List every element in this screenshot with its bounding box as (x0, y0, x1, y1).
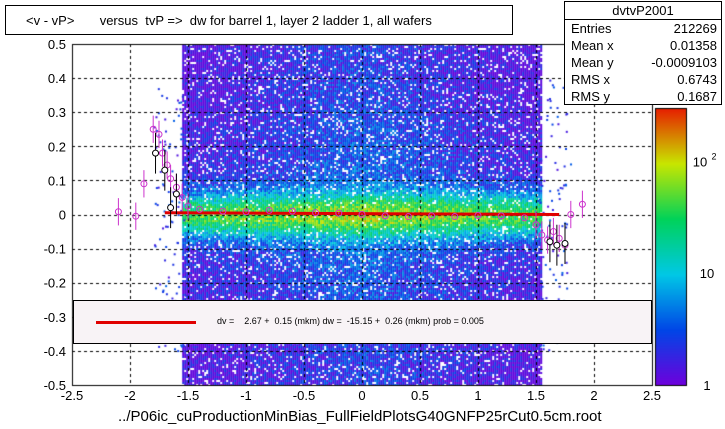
stats-row-rms-y: RMS y 0.1687 (571, 88, 717, 105)
stats-box: dvtvP2001 Entries 212269 Mean x 0.01358 … (564, 1, 722, 105)
fit-legend-box: dv = 2.67 + 0.15 (mkm) dw = -15.15 + 0.2… (73, 300, 652, 344)
stats-value: 212269 (673, 21, 717, 36)
stats-value: 0.1687 (677, 89, 717, 104)
fit-legend-text: dv = 2.67 + 0.15 (mkm) dw = -15.15 + 0.2… (217, 316, 484, 326)
stats-label: Entries (571, 21, 612, 36)
stats-row-entries: Entries 212269 (571, 20, 717, 37)
x-axis-label: ../P06ic_cuProductionMinBias_FullFieldPl… (118, 408, 602, 425)
stats-label: RMS y (571, 89, 610, 104)
stats-row-rms-x: RMS x 0.6743 (571, 71, 717, 88)
stats-label: RMS x (571, 72, 610, 87)
stats-label: Mean x (571, 38, 614, 53)
fit-legend-line (96, 321, 196, 324)
stats-value: 0.01358 (670, 38, 717, 53)
stats-value: -0.0009103 (651, 55, 717, 70)
stats-name: dvtvP2001 (565, 2, 721, 20)
stats-label: Mean y (571, 55, 614, 70)
stats-row-mean-y: Mean y -0.0009103 (571, 54, 717, 71)
chart-title-box: <v - vP> versus tvP => dw for barrel 1, … (5, 5, 513, 35)
stats-value: 0.6743 (677, 72, 717, 87)
stats-row-mean-x: Mean x 0.01358 (571, 37, 717, 54)
chart-title: <v - vP> versus tvP => dw for barrel 1, … (26, 13, 432, 28)
